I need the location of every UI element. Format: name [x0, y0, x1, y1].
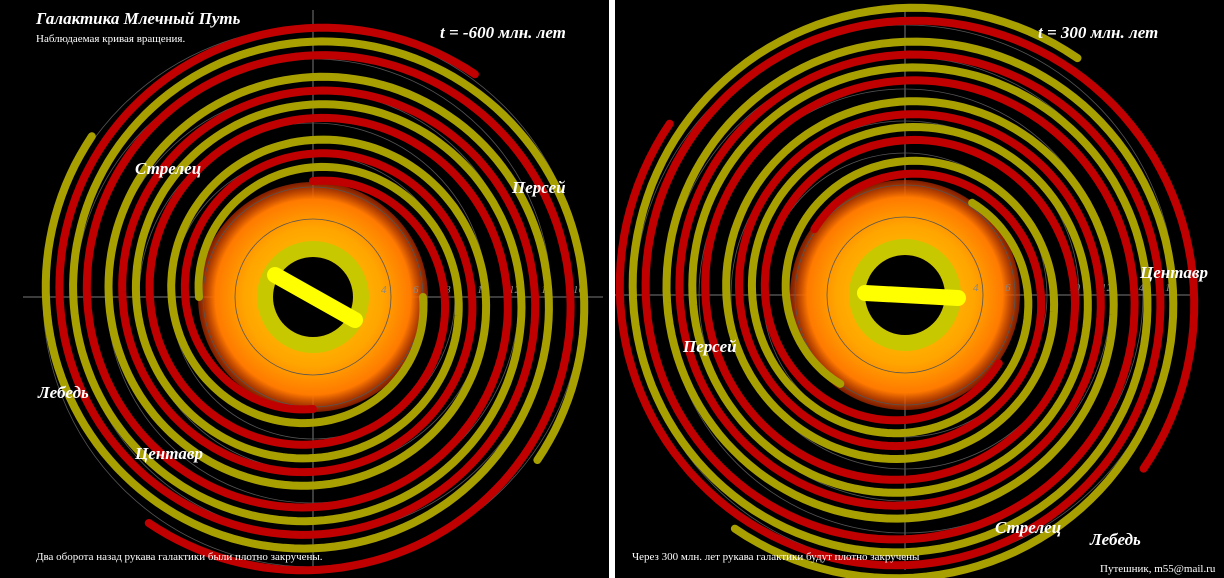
arm-label: Персей — [511, 178, 566, 197]
subtitle: Наблюдаемая кривая вращения. — [36, 33, 185, 45]
arm-label: Стрелец — [135, 159, 201, 178]
tick-label: 12 — [1101, 282, 1113, 294]
arm-label: Лебедь — [37, 383, 89, 402]
arm-label: Лебедь — [1089, 530, 1141, 549]
time: t = -600 млн. лет — [440, 23, 566, 42]
time: t = 300 млн. лет — [1038, 23, 1158, 42]
tick-label: 12 — [509, 284, 521, 296]
tick-label: 14 — [1133, 282, 1145, 294]
panel-left: 246810121416 — [23, 10, 603, 575]
caption: Через 300 млн. лет рукава галактики буду… — [632, 551, 920, 563]
credit: Путешник, m55@mail.ru — [1100, 563, 1216, 575]
tick-label: 6 — [1005, 282, 1011, 294]
spiral-arm — [69, 37, 589, 526]
grid-circle — [730, 120, 1080, 470]
spiral-arm — [55, 23, 540, 539]
grid-circle — [234, 218, 392, 376]
bar — [267, 267, 363, 328]
title: Галактика Млечный Путь — [35, 9, 241, 28]
arm-label: Стрелец — [995, 518, 1061, 537]
spiral-arm — [662, 37, 1178, 578]
spiral-arm — [82, 51, 575, 575]
labels: Галактика Млечный Путь Наблюдаемая крива… — [35, 9, 1216, 575]
spiral-arm — [615, 50, 1165, 570]
inner-ring — [257, 241, 369, 353]
grid-circle — [794, 184, 1016, 406]
grid-circle — [826, 216, 984, 374]
spiral-arm — [41, 72, 553, 553]
arm-label: Персей — [682, 337, 737, 356]
spiral-arm — [628, 3, 1152, 557]
bar — [857, 285, 966, 306]
tick-label: 16 — [573, 284, 585, 296]
panel-right: 246810121416 — [615, 3, 1199, 578]
spiral-arm — [641, 16, 1199, 544]
tick-label: 6 — [413, 284, 419, 296]
arm-label: Центавр — [1139, 263, 1208, 282]
arm-label: Центавр — [134, 444, 203, 463]
tick-label: 4 — [381, 284, 387, 296]
caption: Два оборота назад рукава галактики были … — [36, 551, 323, 563]
tick-label: 4 — [973, 282, 979, 294]
